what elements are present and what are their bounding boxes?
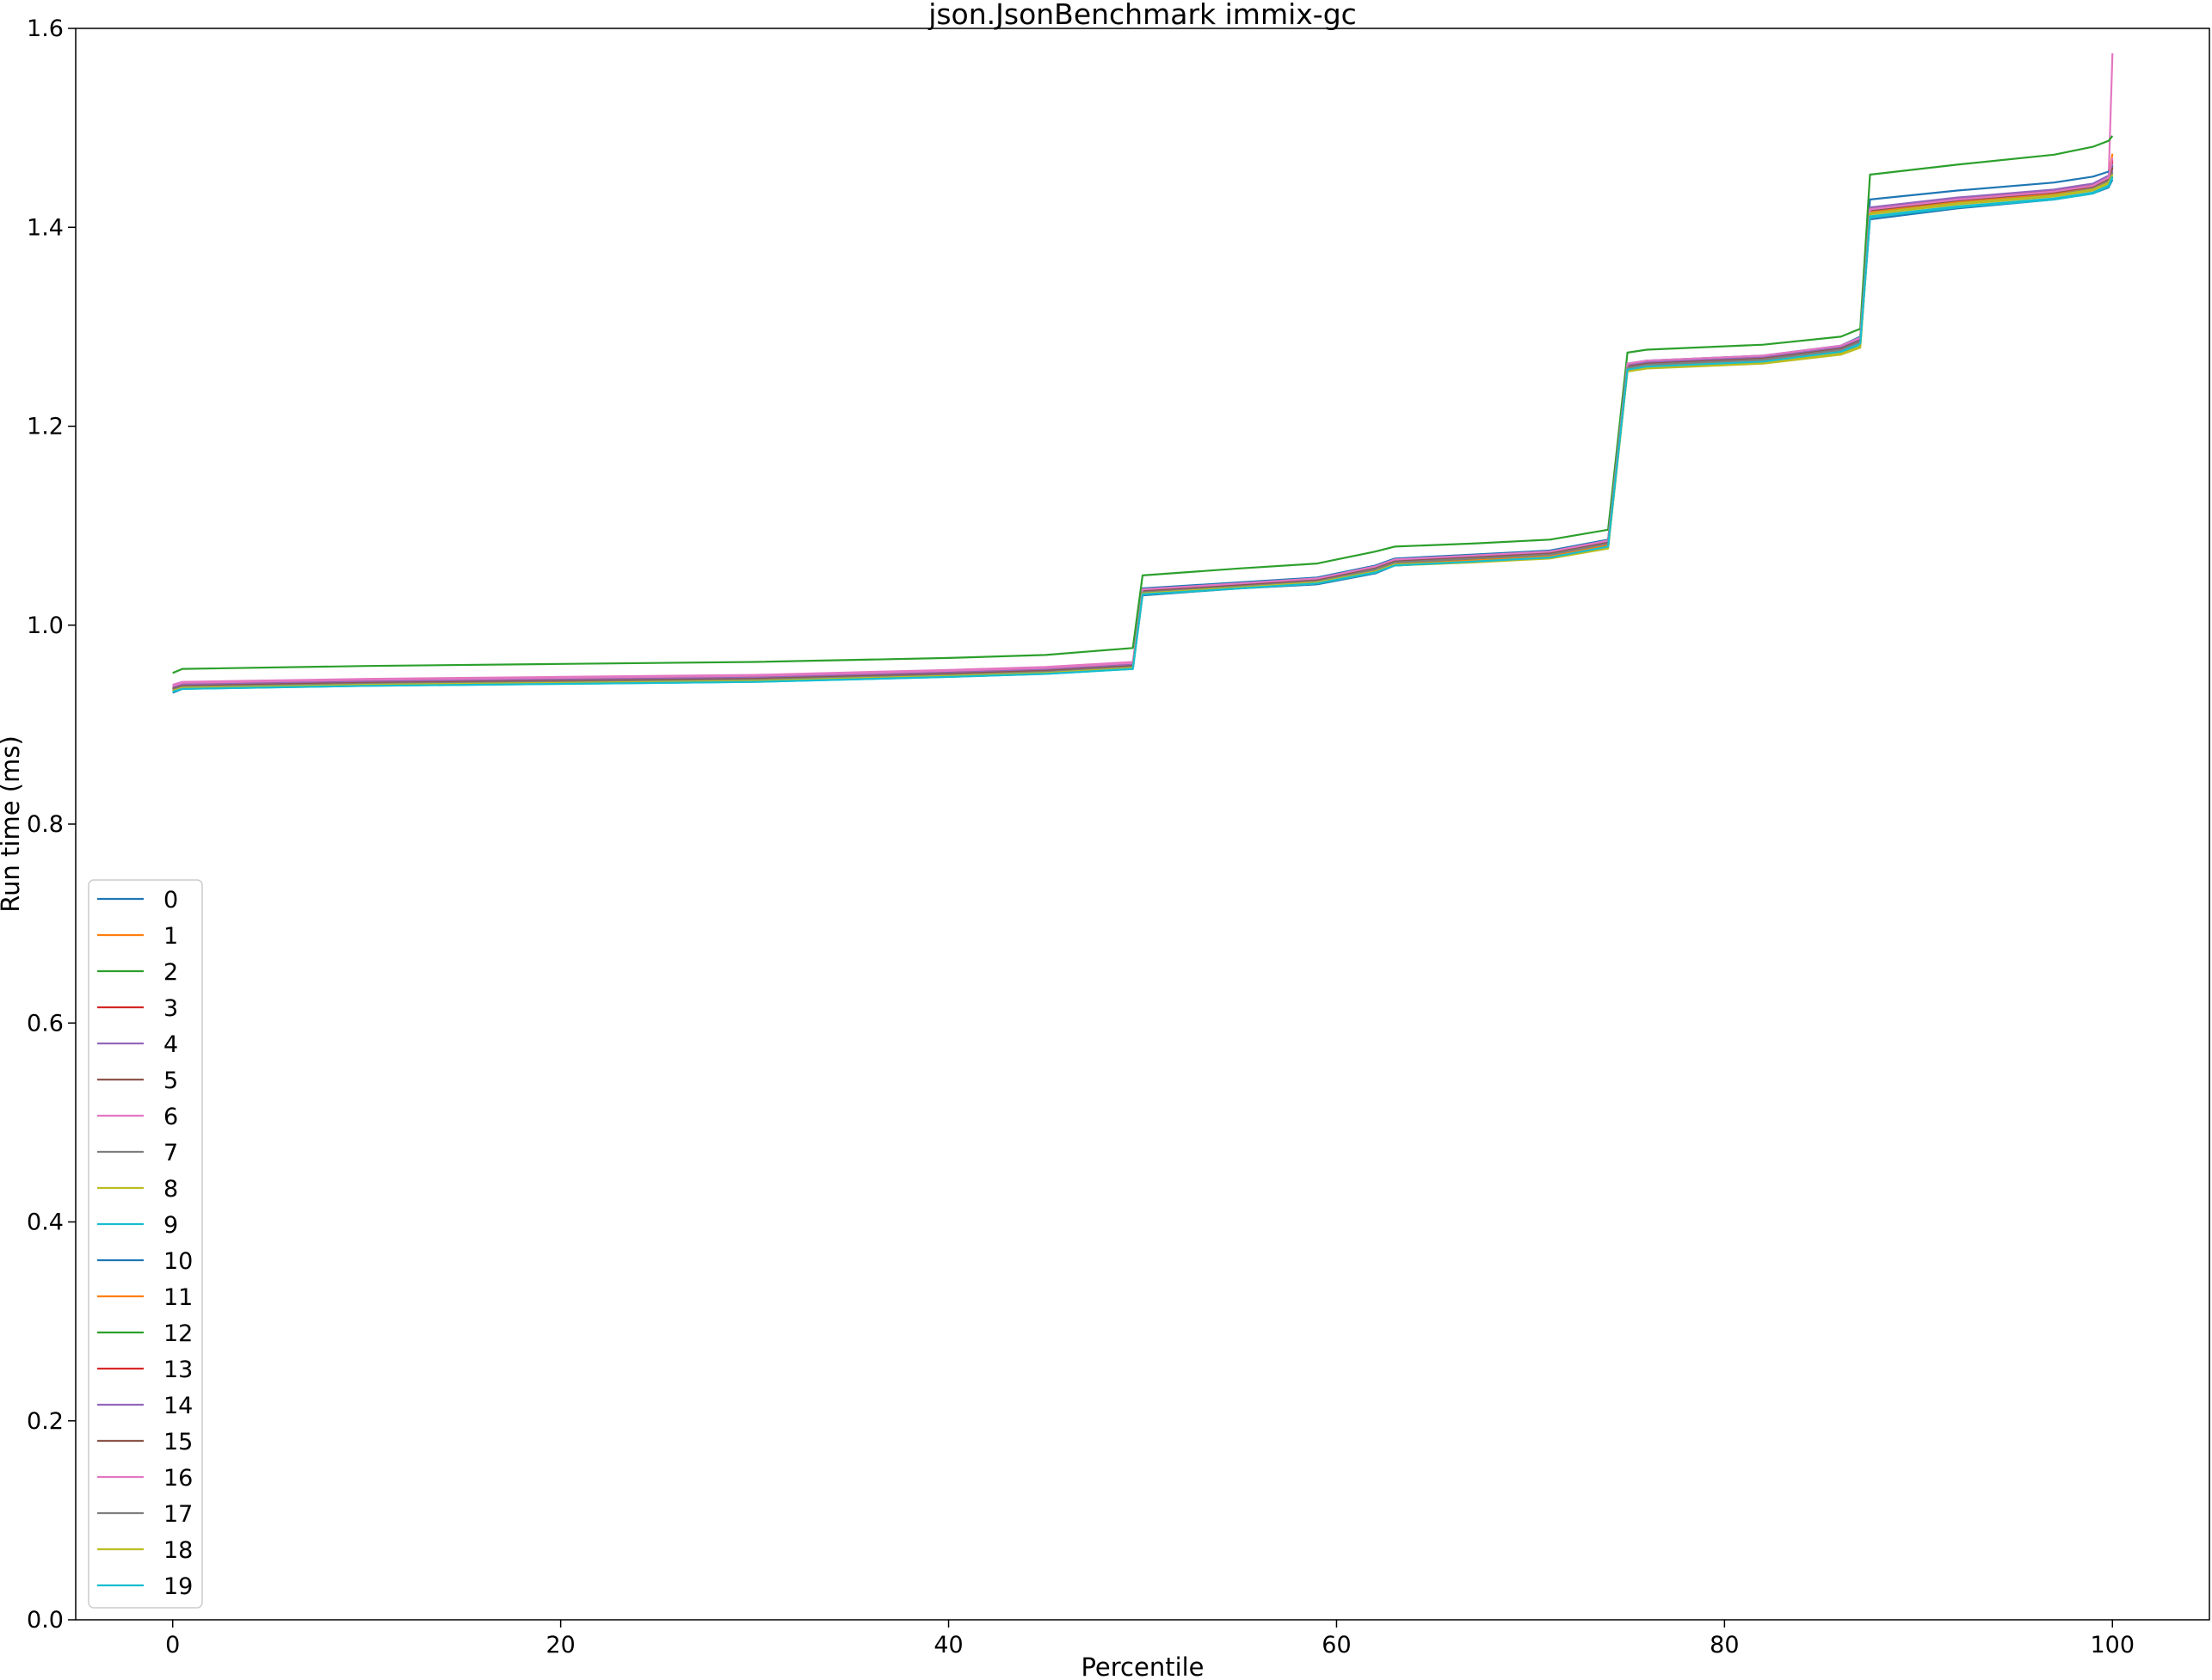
legend-label-1: 1: [163, 923, 178, 950]
y-tick-label: 1.0: [27, 612, 64, 639]
legend-label-2: 2: [163, 959, 178, 986]
y-tick-label: 0.2: [27, 1408, 64, 1435]
legend-label-19: 19: [163, 1573, 193, 1600]
legend-label-13: 13: [163, 1357, 193, 1383]
chart-title: json.JsonBenchmark immix-gc: [927, 0, 1357, 31]
legend-label-7: 7: [163, 1140, 178, 1166]
y-tick-label: 1.4: [27, 214, 64, 241]
x-axis-ticks: 0 20 40 60 80 100: [165, 1620, 2135, 1658]
legend-label-6: 6: [163, 1104, 178, 1130]
y-tick-label: 0.0: [27, 1607, 64, 1634]
x-tick-label: 40: [933, 1632, 963, 1658]
x-tick-label: 80: [1710, 1632, 1739, 1658]
legend-label-5: 5: [163, 1068, 178, 1094]
series-line-19: [172, 175, 2114, 693]
legend-label-16: 16: [163, 1465, 193, 1492]
legend-label-17: 17: [163, 1501, 193, 1528]
y-tick-label: 0.8: [27, 811, 64, 838]
y-tick-label: 0.4: [27, 1209, 64, 1236]
x-tick-label: 0: [165, 1632, 180, 1658]
legend-label-4: 4: [163, 1031, 178, 1058]
y-tick-label: 0.6: [27, 1010, 64, 1037]
legend-label-3: 3: [163, 995, 178, 1022]
x-tick-label: 60: [1322, 1632, 1351, 1658]
legend-label-10: 10: [163, 1248, 193, 1275]
legend-label-12: 12: [163, 1320, 193, 1347]
x-tick-label: 20: [545, 1632, 575, 1658]
series-line-12: [172, 135, 2114, 674]
legend-label-0: 0: [163, 887, 178, 914]
y-tick-label: 1.6: [27, 15, 64, 42]
legend-label-11: 11: [163, 1284, 193, 1311]
x-tick-label: 100: [2090, 1632, 2135, 1658]
legend-box: [88, 879, 203, 1609]
legend-label-9: 9: [163, 1212, 178, 1239]
x-axis-title: Percentile: [1081, 1652, 1204, 1680]
series-line-15: [172, 167, 2114, 690]
legend-label-14: 14: [163, 1393, 193, 1419]
y-axis-ticks: 0.0 0.2 0.4 0.6 0.8 1.0 1.2 1.4 1.6: [27, 15, 76, 1634]
plot-area-frame: [75, 28, 2210, 1621]
y-tick-label: 1.2: [27, 414, 64, 440]
series-line-16: [172, 157, 2114, 687]
legend-label-8: 8: [163, 1176, 178, 1203]
series-lines: [172, 52, 2114, 694]
y-axis-title: Run time (ms): [0, 735, 25, 913]
legend-label-18: 18: [163, 1537, 193, 1564]
legend-label-15: 15: [163, 1429, 193, 1455]
